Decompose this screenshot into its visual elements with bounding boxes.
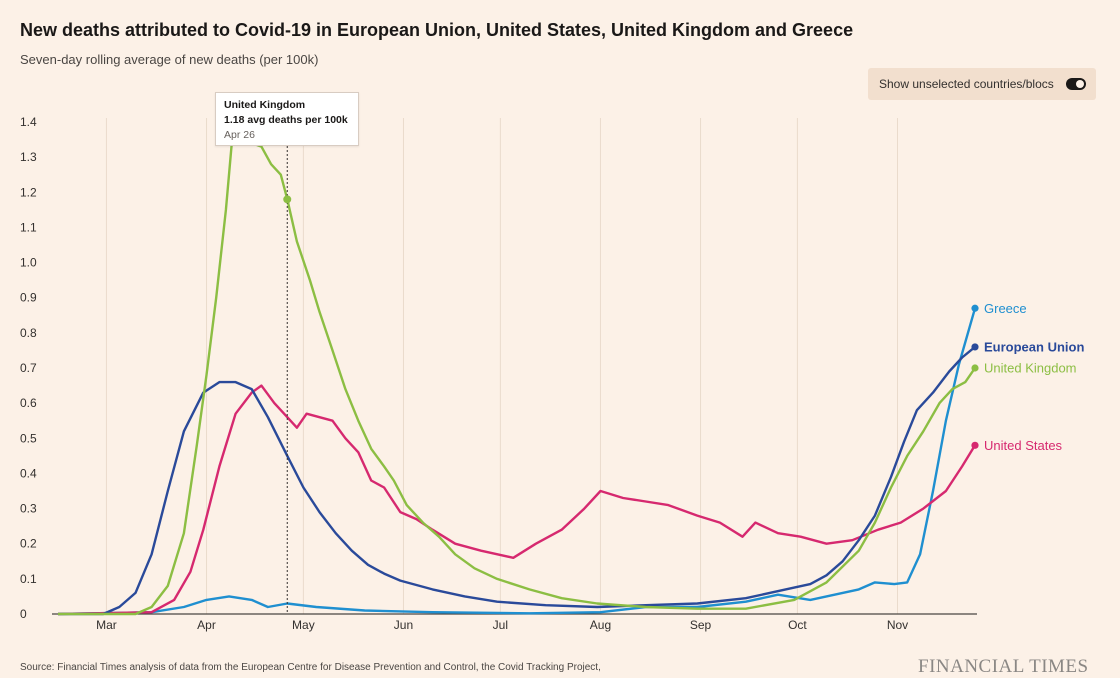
series-end-dot-united-kingdom [971, 364, 979, 372]
hover-tooltip: United Kingdom 1.18 avg deaths per 100k … [215, 92, 359, 146]
x-tick-label: Apr [197, 618, 216, 632]
toggle-label: Show unselected countries/blocs [879, 77, 1054, 91]
x-tick-label: Oct [788, 618, 807, 632]
chart-subtitle: Seven-day rolling average of new deaths … [20, 52, 319, 67]
y-tick-label: 0.7 [20, 361, 37, 375]
y-tick-label: 0.5 [20, 431, 37, 445]
x-tick-label: Jul [493, 618, 508, 632]
series-end-dot-greece [971, 304, 979, 312]
toggle-switch-icon[interactable] [1066, 78, 1086, 90]
y-tick-label: 0 [20, 607, 27, 621]
series-label-united-states: United States [984, 438, 1063, 453]
y-tick-label: 1.0 [20, 256, 37, 270]
x-tick-label: Sep [690, 618, 712, 632]
series-line-united-kingdom [58, 122, 976, 616]
y-tick-label: 0.6 [20, 396, 37, 410]
tooltip-date: Apr 26 [224, 129, 255, 141]
y-tick-label: 1.4 [20, 115, 37, 129]
chart-title: New deaths attributed to Covid-19 in Eur… [20, 20, 854, 40]
x-tick-label: Nov [887, 618, 908, 632]
series-label-united-kingdom: United Kingdom [984, 361, 1077, 376]
y-tick-label: 0.9 [20, 291, 37, 305]
y-tick-label: 0.2 [20, 537, 37, 551]
series-label-greece: Greece [984, 301, 1027, 316]
y-tick-label: 1.3 [20, 150, 37, 164]
x-tick-label: May [292, 618, 315, 632]
series-end-dot-european-union [971, 343, 979, 351]
x-tick-label: Mar [96, 618, 117, 632]
toggle-knob [1076, 80, 1084, 88]
y-tick-label: 0.1 [20, 572, 37, 586]
y-tick-label: 1.2 [20, 185, 37, 199]
series-label-european-union: European Union [984, 339, 1084, 354]
ft-logo: FINANCIAL TIMES [918, 656, 1089, 677]
series-line-european-union [58, 345, 976, 616]
series-line-united-states [57, 384, 977, 616]
tooltip-value: 1.18 avg deaths per 100k [224, 114, 348, 126]
series-end-dot-united-states [971, 441, 979, 449]
x-tick-label: Jun [394, 618, 413, 632]
y-tick-label: 0.4 [20, 466, 37, 480]
y-tick-label: 0.3 [20, 502, 37, 516]
x-tick-label: Aug [590, 618, 611, 632]
y-tick-label: 1.1 [20, 220, 37, 234]
hover-marker [283, 195, 292, 204]
source-note: Source: Financial Times analysis of data… [20, 662, 601, 673]
show-unselected-toggle[interactable]: Show unselected countries/blocs [868, 68, 1096, 100]
y-tick-label: 0.8 [20, 326, 37, 340]
tooltip-series-name: United Kingdom [224, 99, 306, 111]
